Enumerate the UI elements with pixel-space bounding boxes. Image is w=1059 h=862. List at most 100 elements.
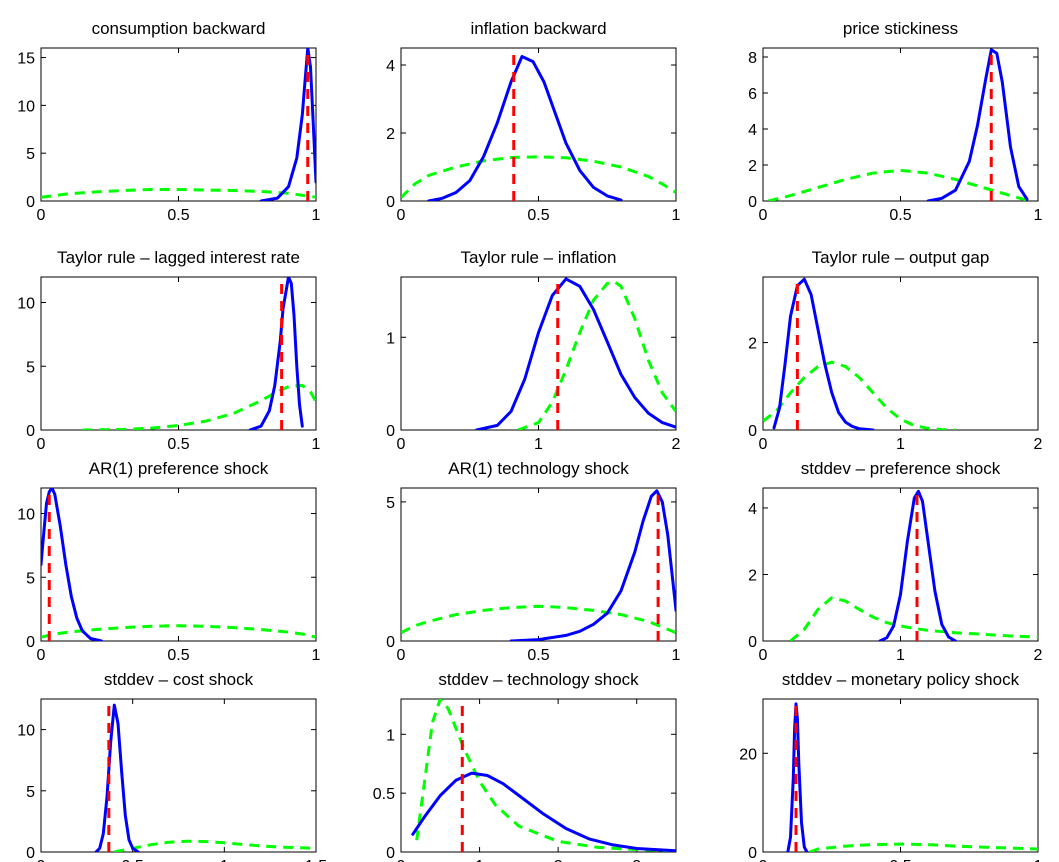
- y-tick-label: 2: [748, 336, 757, 353]
- x-tick-label: 0.5: [889, 858, 911, 862]
- plot-frame: [40, 698, 317, 853]
- subplot: Taylor rule – output gap 0 1 2 0 2: [748, 248, 1042, 453]
- prior-density-line: [789, 596, 1038, 641]
- x-tick-label: 1: [1034, 207, 1043, 224]
- posterior-density-line: [94, 703, 140, 852]
- x-tick-label: 0.5: [889, 207, 911, 224]
- plot-area: [475, 277, 676, 430]
- y-tick-label: 0: [26, 845, 35, 862]
- prior-density-line: [768, 168, 1031, 201]
- x-tick-label: 1: [312, 207, 321, 224]
- subplot: Taylor rule – inflation 0 1 2 0 1: [386, 248, 680, 453]
- x-tick-label: 0.5: [527, 207, 549, 224]
- subplot-title: stddev – preference shock: [801, 459, 1001, 478]
- y-tick-label: 0: [26, 423, 35, 440]
- prior-density-line: [401, 604, 676, 635]
- x-tick-label: 1.5: [305, 858, 327, 862]
- posterior-density-line: [259, 48, 316, 201]
- plot-area: [41, 48, 316, 201]
- posterior-density-line: [248, 277, 304, 430]
- x-tick-label: 0: [37, 647, 46, 664]
- x-tick-label: 1: [534, 436, 543, 453]
- subplot-title: price stickiness: [843, 19, 958, 38]
- prior-density-line: [809, 842, 1038, 852]
- x-tick-label: 0: [37, 207, 46, 224]
- posterior-density-line: [772, 277, 875, 430]
- posterior-density-line: [926, 48, 1029, 201]
- y-tick-label: 2: [386, 126, 395, 143]
- plot-frame: [40, 47, 317, 202]
- y-tick-label: 10: [17, 507, 35, 524]
- plot-frame: [40, 487, 317, 642]
- posterior-density-line: [427, 55, 623, 201]
- plot-frame: [40, 276, 317, 431]
- y-tick-label: 5: [26, 146, 35, 163]
- y-tick-label: 5: [26, 570, 35, 587]
- x-tick-label: 0: [759, 207, 768, 224]
- plot-frame: [762, 276, 1039, 431]
- x-tick-label: 0.5: [527, 647, 549, 664]
- y-tick-label: 6: [748, 86, 757, 103]
- x-tick-label: 2: [1034, 647, 1043, 664]
- subplot-title: Taylor rule – inflation: [461, 248, 617, 267]
- posterior-density-line: [411, 771, 676, 852]
- x-tick-label: 2: [1034, 436, 1043, 453]
- subplot: inflation backward 0 0.5 1 0 2 4: [386, 19, 680, 224]
- y-tick-label: 0: [386, 845, 395, 862]
- prior-density-line: [763, 360, 956, 430]
- y-tick-label: 8: [748, 50, 757, 67]
- y-tick-label: 0: [386, 634, 395, 651]
- subplot-title: AR(1) technology shock: [448, 459, 629, 478]
- plot-area: [94, 700, 316, 852]
- plot-area: [82, 277, 316, 430]
- x-tick-label: 1: [896, 647, 905, 664]
- plot-area: [763, 277, 956, 430]
- subplot-title: stddev – monetary policy shock: [782, 670, 1020, 689]
- y-tick-label: 20: [739, 746, 757, 763]
- x-tick-label: 0: [37, 436, 46, 453]
- prior-density-line: [517, 280, 676, 430]
- y-tick-label: 0: [26, 194, 35, 211]
- plot-frame: [762, 487, 1039, 642]
- subplot-title: stddev – cost shock: [104, 670, 254, 689]
- x-tick-label: 2: [672, 436, 681, 453]
- prior-density-line: [41, 624, 316, 639]
- y-tick-label: 0: [26, 634, 35, 651]
- x-tick-label: 0.5: [167, 207, 189, 224]
- plot-area: [401, 49, 676, 201]
- y-tick-label: 5: [26, 784, 35, 801]
- prior-density-line: [82, 383, 316, 430]
- x-tick-label: 1: [475, 858, 484, 862]
- x-tick-label: 1: [672, 207, 681, 224]
- subplot: price stickiness 0 0.5 1 0 2 4 6 8: [748, 19, 1042, 224]
- subplot: AR(1) technology shock 0 0.5 1 0 5: [386, 459, 680, 664]
- x-tick-label: 0: [759, 858, 768, 862]
- x-tick-label: 0: [397, 207, 406, 224]
- y-tick-label: 4: [386, 58, 395, 75]
- subplot-title: Taylor rule – output gap: [812, 248, 990, 267]
- posterior-density-line: [509, 489, 676, 641]
- x-tick-label: 0: [37, 858, 46, 862]
- y-tick-label: 0: [748, 423, 757, 440]
- plot-area: [411, 699, 676, 852]
- posterior-density-line: [475, 277, 676, 430]
- prior-density-line: [401, 155, 676, 199]
- y-tick-label: 4: [748, 122, 757, 139]
- x-tick-label: 1: [672, 647, 681, 664]
- subplot-title: stddev – technology shock: [438, 670, 639, 689]
- prior-density-line: [415, 699, 676, 852]
- subplot-title: AR(1) preference shock: [89, 459, 269, 478]
- plot-frame: [400, 698, 677, 853]
- y-tick-label: 0: [748, 845, 757, 862]
- posterior-density-line: [878, 489, 957, 641]
- y-tick-label: 1: [386, 330, 395, 347]
- plot-area: [41, 488, 316, 641]
- y-tick-label: 5: [386, 495, 395, 512]
- subplot: stddev – cost shock 0 0.5 1 1.5 0 5 10: [17, 670, 327, 862]
- x-tick-label: 0: [759, 436, 768, 453]
- x-tick-label: 0.5: [167, 647, 189, 664]
- y-tick-label: 5: [26, 359, 35, 376]
- subplot-title: Taylor rule – lagged interest rate: [57, 248, 300, 267]
